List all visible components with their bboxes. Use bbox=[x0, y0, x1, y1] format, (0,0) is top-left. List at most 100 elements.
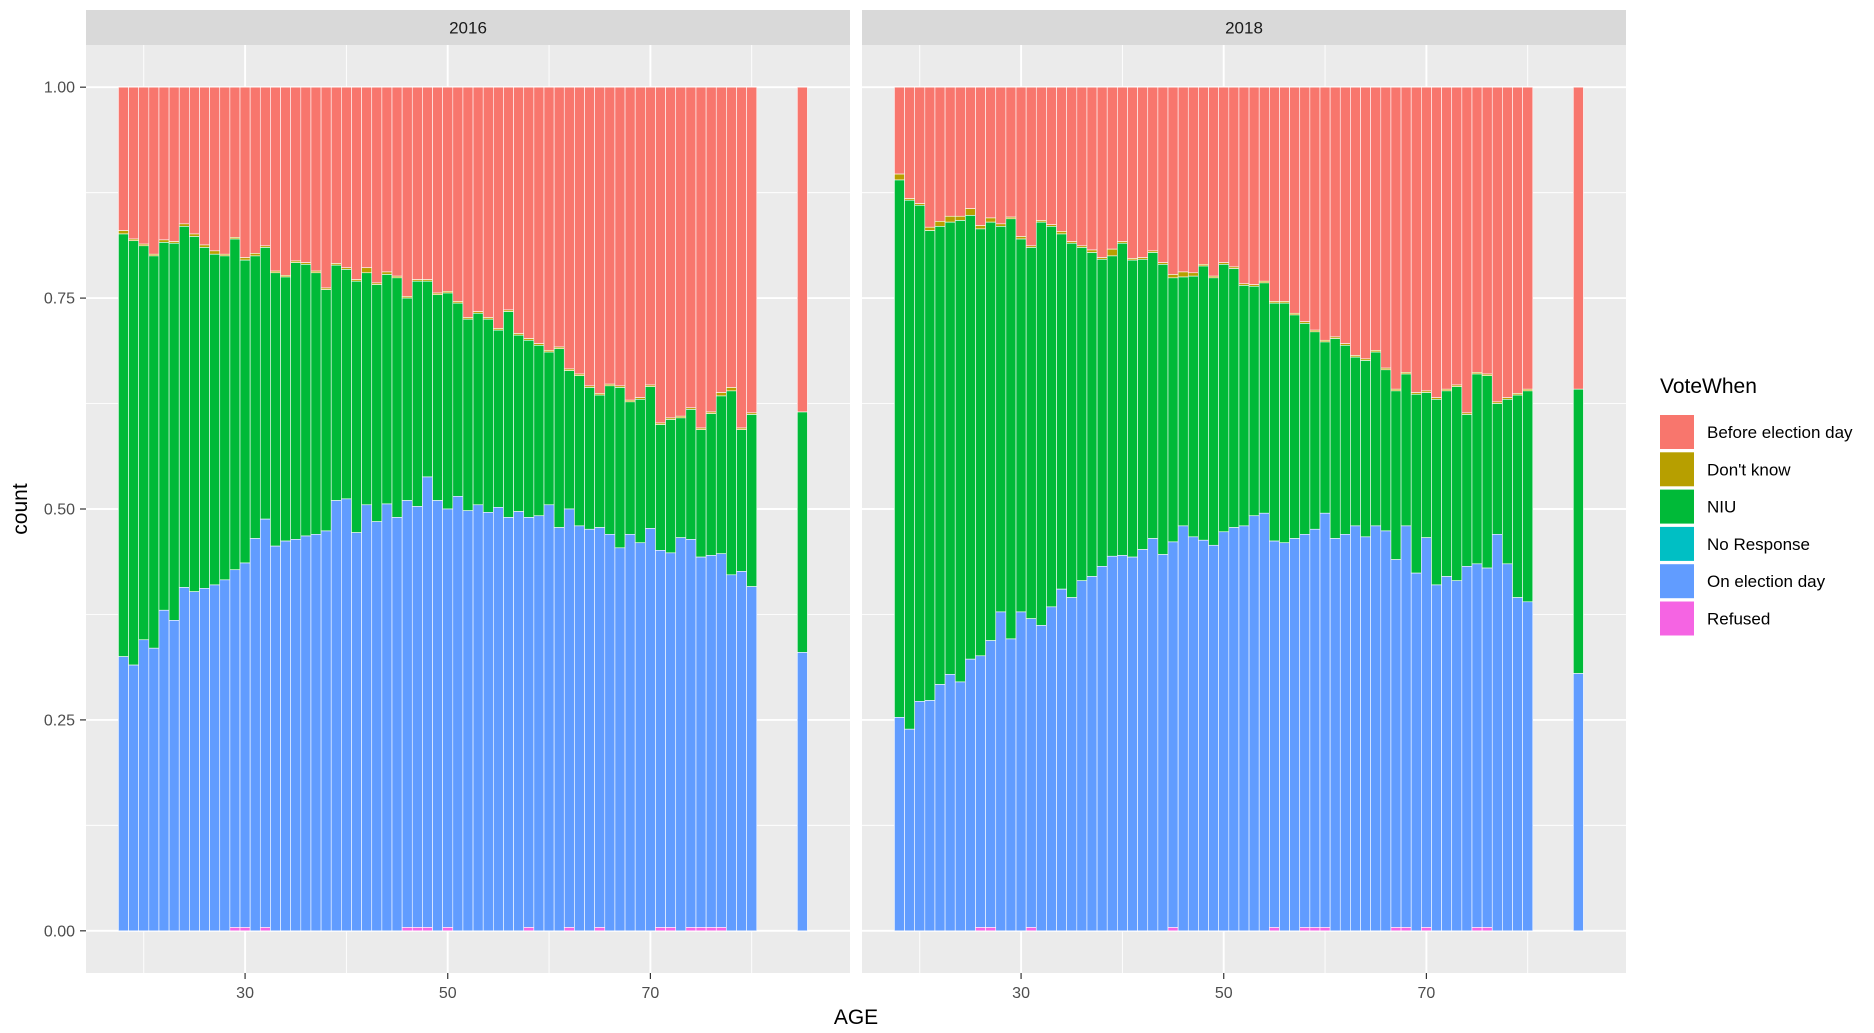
bar-segment bbox=[1228, 527, 1240, 932]
y-axis: 0.00 0.25 0.50 0.75 1.00 bbox=[44, 80, 86, 940]
bar-segment bbox=[1238, 86, 1250, 285]
bar-segment bbox=[249, 86, 261, 254]
bar-segment bbox=[1177, 271, 1189, 278]
bar-segment bbox=[128, 86, 139, 240]
bar-segment bbox=[1005, 86, 1017, 218]
bar-segment bbox=[189, 86, 200, 235]
bar-segment bbox=[209, 250, 221, 255]
bar-segment bbox=[965, 208, 976, 216]
bar-segment bbox=[1522, 390, 1534, 603]
bar-segment bbox=[1198, 539, 1209, 932]
legend-label: On election day bbox=[1707, 572, 1826, 591]
bar-segment bbox=[1289, 86, 1301, 314]
bar-segment bbox=[1127, 259, 1138, 558]
bar-segment bbox=[1076, 580, 1088, 932]
bar-segment bbox=[320, 289, 332, 532]
bar-segment bbox=[280, 540, 291, 932]
bar-segment bbox=[1086, 249, 1098, 253]
bar-segment bbox=[462, 86, 474, 318]
bar-segment bbox=[645, 528, 656, 932]
bar-segment bbox=[209, 86, 221, 252]
bar-segment bbox=[1096, 86, 1108, 258]
bar-segment bbox=[1573, 673, 1584, 932]
bar-segment bbox=[1157, 86, 1169, 263]
bar-segment bbox=[168, 86, 180, 242]
bar-segment bbox=[482, 86, 494, 318]
bar-segment bbox=[462, 318, 474, 511]
bar-segment bbox=[1471, 373, 1483, 565]
bar-segment bbox=[219, 86, 231, 255]
bar-segment bbox=[614, 387, 626, 549]
bar-segment bbox=[1066, 597, 1078, 932]
bar-segment bbox=[543, 86, 555, 351]
bar-segment bbox=[1117, 242, 1128, 556]
bar-segment bbox=[995, 226, 1007, 613]
bar-segment bbox=[1360, 536, 1371, 932]
bar-segment bbox=[604, 86, 616, 385]
bar-segment bbox=[178, 223, 190, 227]
bar-segment bbox=[954, 220, 966, 683]
bar-segment bbox=[158, 86, 170, 241]
bar-segment bbox=[1269, 927, 1280, 932]
bar-segment bbox=[513, 511, 525, 932]
bar-segment bbox=[1167, 927, 1179, 932]
bar-segment bbox=[553, 86, 565, 348]
bar-segment bbox=[975, 225, 986, 230]
bar-segment bbox=[401, 500, 413, 928]
bar-segment bbox=[1339, 534, 1351, 932]
bar-segment bbox=[614, 86, 626, 387]
bar-segment bbox=[1380, 530, 1392, 932]
bar-segment bbox=[1279, 302, 1290, 544]
bar-segment bbox=[594, 86, 606, 394]
bar-segment bbox=[341, 269, 352, 500]
y-tick-label: 0.75 bbox=[44, 291, 75, 308]
bar-segment bbox=[1299, 86, 1311, 323]
facet-panel: 2016 30 50 70 bbox=[86, 10, 850, 1002]
bar-segment bbox=[513, 86, 525, 334]
bar-segment bbox=[249, 255, 261, 539]
bar-segment bbox=[1046, 226, 1057, 608]
bar-segment bbox=[523, 339, 535, 518]
bar-segment bbox=[148, 86, 160, 255]
bar-segment bbox=[1380, 369, 1392, 532]
bar-segment bbox=[1269, 540, 1280, 928]
bar-segment bbox=[249, 538, 261, 932]
bar-segment bbox=[1339, 86, 1351, 344]
bar-segment bbox=[924, 86, 936, 228]
bar-segment bbox=[954, 215, 966, 221]
bar-segment bbox=[715, 86, 727, 393]
bar-segment bbox=[1106, 555, 1118, 932]
bar-segment bbox=[1329, 538, 1341, 932]
bar-segment bbox=[138, 639, 150, 932]
bar-segment bbox=[1258, 512, 1270, 932]
bar-segment bbox=[442, 292, 454, 510]
bar-segment bbox=[1390, 559, 1402, 928]
bar-segment bbox=[655, 550, 666, 928]
bar-segment bbox=[148, 255, 160, 649]
bar-segment bbox=[634, 399, 646, 544]
bar-segment bbox=[1522, 86, 1534, 390]
bar-segment bbox=[1187, 536, 1199, 932]
bar-segment bbox=[1390, 390, 1402, 560]
facet-strip bbox=[86, 10, 850, 45]
bar-segment bbox=[797, 652, 808, 932]
bar-segment bbox=[523, 86, 535, 339]
bar-segment bbox=[1481, 567, 1493, 928]
bar-segment bbox=[229, 238, 241, 571]
bar-segment bbox=[330, 86, 342, 264]
bar-segment bbox=[1319, 927, 1331, 932]
bar-segment bbox=[1025, 86, 1037, 247]
bar-segment bbox=[1167, 274, 1179, 279]
bar-segment bbox=[1157, 554, 1169, 932]
bar-segment bbox=[1248, 515, 1260, 932]
bar-segment bbox=[442, 86, 454, 292]
facet-panels: 2016 30 50 70 2018 30 50 70 bbox=[86, 10, 1626, 1002]
x-tick-label: 70 bbox=[1417, 985, 1435, 1002]
bar-segment bbox=[746, 86, 758, 414]
bar-segment bbox=[482, 512, 494, 932]
bar-segment bbox=[1573, 86, 1584, 390]
bar-segment bbox=[645, 386, 656, 529]
bar-segment bbox=[797, 411, 808, 653]
bar-segment bbox=[914, 86, 926, 204]
